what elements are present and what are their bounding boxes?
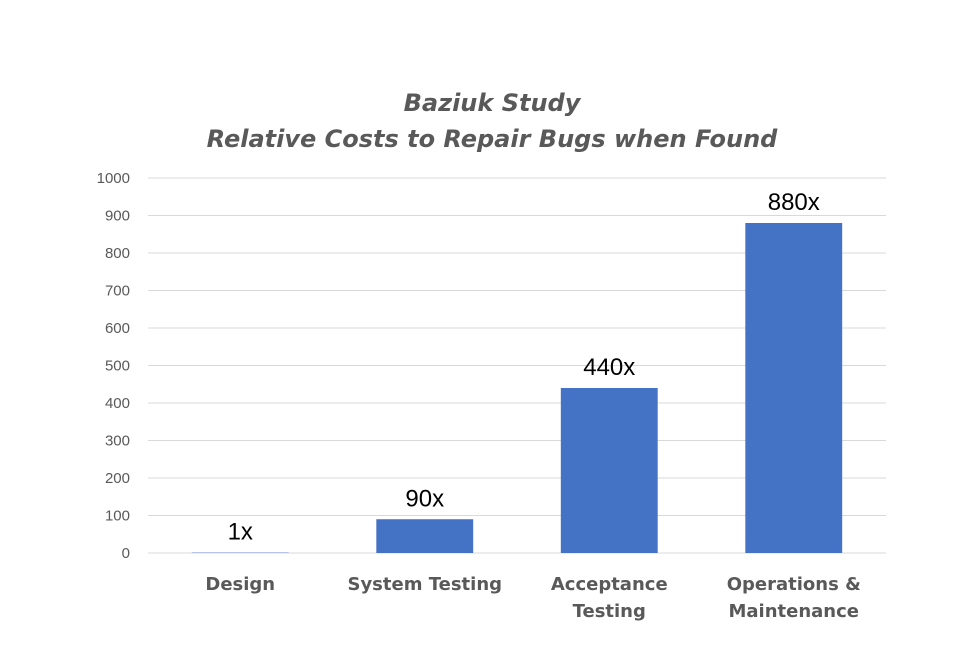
category-label: System Testing [347, 574, 502, 595]
y-tick-label: 800 [105, 245, 130, 262]
y-tick-label: 0 [122, 545, 130, 562]
chart-title-line-1: Baziuk Study [404, 89, 582, 117]
bar [745, 223, 843, 553]
data-label: 880x [768, 189, 820, 216]
y-tick-label: 1000 [97, 170, 130, 187]
chart-title-line-2: Relative Costs to Repair Bugs when Found [207, 125, 779, 153]
y-tick-label: 600 [105, 320, 130, 337]
gridlines [148, 177, 886, 554]
bar [560, 388, 658, 553]
y-axis-tick-labels: 0 100 200 300 400 500 600 700 800 900 1000 [97, 170, 130, 562]
category-label: Design [205, 574, 275, 595]
data-label: 90x [405, 485, 444, 512]
category-label: Acceptance [551, 574, 668, 595]
bars [191, 223, 843, 553]
y-tick-label: 100 [105, 508, 130, 525]
data-label: 1x [228, 519, 253, 546]
y-tick-label: 700 [105, 283, 130, 300]
y-tick-label: 500 [105, 358, 130, 375]
data-labels: 1x 90x 440x 880x [228, 189, 820, 546]
y-tick-label: 400 [105, 395, 130, 412]
category-label: Testing [573, 601, 646, 622]
bar [376, 519, 474, 553]
y-tick-label: 200 [105, 470, 130, 487]
y-tick-label: 300 [105, 433, 130, 450]
category-labels: Design System Testing Acceptance Testing Ope… [205, 574, 860, 622]
data-label: 440x [583, 354, 635, 381]
y-tick-label: 900 [105, 208, 130, 225]
category-label: Maintenance [728, 601, 859, 622]
category-label: Operations & [727, 574, 861, 595]
